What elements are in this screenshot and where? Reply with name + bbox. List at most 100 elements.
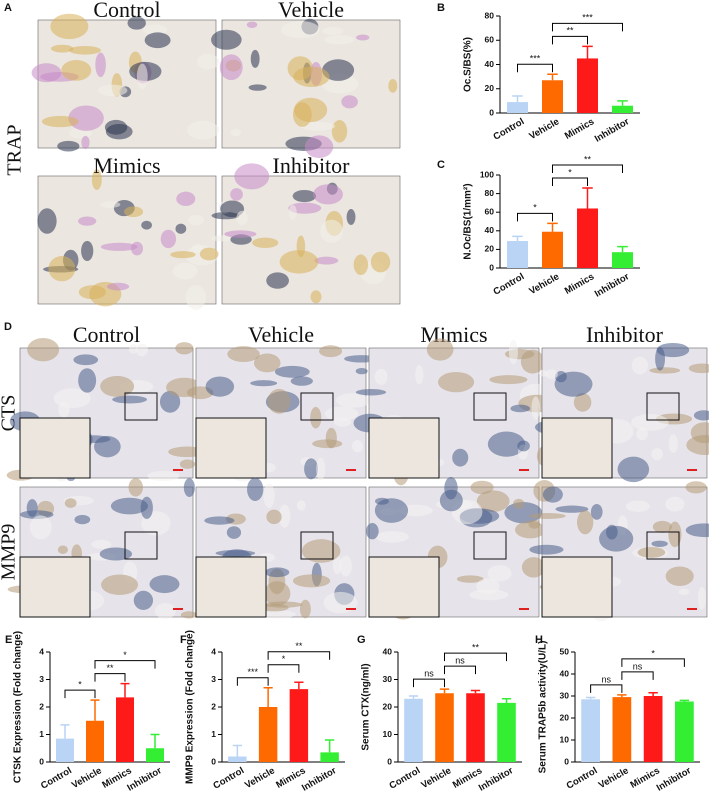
x-tick-label: Control	[492, 116, 527, 142]
tissue	[599, 525, 634, 552]
tissue	[290, 376, 313, 386]
bar	[581, 699, 600, 762]
tissue	[668, 434, 678, 454]
y-tick-label: 2	[39, 701, 44, 711]
tissue	[323, 591, 358, 614]
x-tick-label: Vehicle	[70, 765, 104, 791]
tissue	[91, 539, 112, 549]
y-tick-label: 0	[387, 756, 392, 766]
tissue	[513, 498, 525, 509]
y-tick-label: 20	[383, 701, 393, 711]
tissue	[27, 337, 60, 362]
significance-bracket	[413, 678, 445, 688]
tissue	[312, 439, 343, 449]
tissue	[48, 256, 76, 282]
significance-bracket	[552, 35, 588, 45]
bar	[116, 697, 134, 762]
significance-label: *	[78, 680, 82, 690]
tissue	[210, 235, 234, 242]
tissue	[264, 581, 291, 606]
error-bar	[60, 724, 70, 739]
tissue	[515, 521, 546, 539]
tissue	[651, 540, 668, 547]
bar	[612, 252, 633, 268]
y-tick-label: 0	[489, 262, 494, 272]
tissue	[128, 344, 138, 354]
tissue	[529, 544, 564, 555]
significance-bracket	[590, 684, 623, 693]
image-title: Control	[93, 0, 160, 22]
x-tick-label: Inhibitor	[593, 271, 632, 300]
tissue	[688, 363, 709, 374]
tissue	[57, 140, 80, 152]
bar	[228, 756, 247, 762]
tissue	[246, 21, 258, 28]
panel-label: B	[437, 2, 445, 14]
error-bar	[617, 100, 628, 106]
error-bar	[408, 695, 419, 699]
y-tick-label: 10	[383, 729, 393, 739]
inset	[541, 417, 613, 479]
panel-label: F	[180, 634, 187, 646]
tissue	[437, 372, 475, 393]
tissue	[649, 367, 681, 374]
tissue	[50, 13, 89, 40]
tissue	[665, 496, 685, 512]
y-tick-label: 60	[485, 35, 495, 45]
tissue	[299, 599, 311, 619]
y-tick-label: 1	[39, 729, 44, 739]
bar	[56, 738, 74, 762]
panel-label: E	[5, 634, 12, 646]
bar	[320, 752, 339, 762]
bar	[612, 697, 632, 762]
significance-label: *	[282, 654, 286, 664]
y-tick-label: 3	[211, 674, 216, 684]
tissue	[160, 229, 177, 249]
tissue	[370, 251, 391, 273]
significance-bracket	[94, 660, 156, 669]
inset-box	[473, 531, 507, 560]
x-tick-label: Inhibitor	[300, 765, 339, 794]
tissue	[686, 435, 709, 455]
x-tick-label: Control	[39, 765, 74, 791]
tissue	[631, 356, 649, 375]
y-axis-label: CTSK Expression (Fold change)	[13, 631, 24, 783]
tissue	[29, 515, 52, 540]
tissue	[234, 163, 270, 190]
tissue	[292, 189, 317, 203]
tissue	[143, 24, 168, 36]
bar	[435, 693, 454, 762]
tissue	[250, 49, 260, 68]
tissue	[73, 354, 99, 366]
tissue	[105, 123, 133, 140]
tissue	[685, 523, 709, 538]
x-tick-label: Vehicle	[527, 271, 561, 297]
y-tick-label: 40	[485, 59, 495, 69]
bar	[404, 698, 423, 762]
x-tick-label: Inhibitor	[125, 765, 164, 794]
significance-bracket	[236, 677, 269, 686]
tissue	[149, 575, 180, 594]
tissue	[81, 240, 94, 262]
tissue	[135, 343, 148, 357]
bar	[643, 696, 663, 762]
tissue	[250, 380, 278, 387]
error-bar	[582, 45, 593, 59]
tissue	[127, 16, 146, 30]
error-bar	[501, 698, 512, 703]
y-tick-label: 30	[560, 690, 570, 700]
tissue	[68, 105, 104, 131]
tissue	[267, 388, 291, 414]
tissue	[100, 375, 135, 397]
tissue	[205, 376, 235, 397]
x-tick-label: Vehicle	[419, 765, 453, 791]
significance-label: ns	[424, 669, 434, 679]
error-bar	[150, 733, 160, 749]
tissue	[144, 32, 171, 49]
tissue	[366, 522, 379, 540]
tissue	[555, 505, 589, 513]
y-tick-label: 3	[39, 674, 44, 684]
tissue	[504, 502, 543, 524]
tissue	[154, 602, 176, 620]
y-tick-label: 30	[383, 674, 393, 684]
